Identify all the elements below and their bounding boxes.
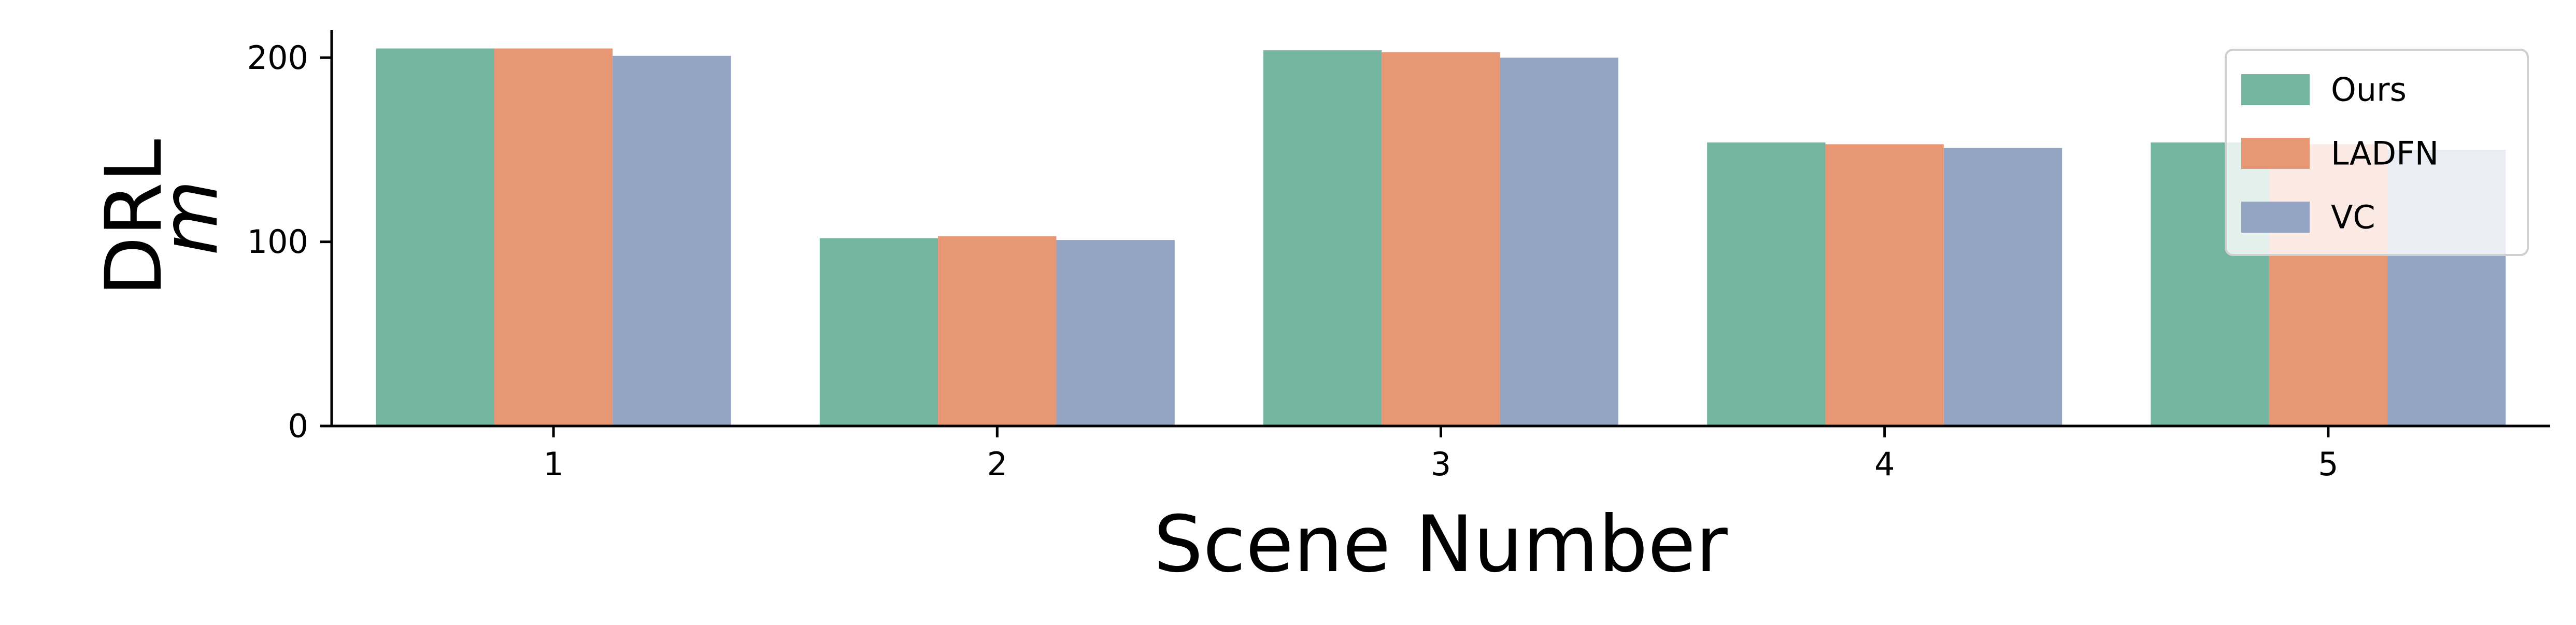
y-tick-label: 0 <box>288 407 308 445</box>
legend-label-ladfn: LADFN <box>2331 135 2439 173</box>
bar-vc-scene-2 <box>1056 240 1175 426</box>
legend-swatch-vc <box>2241 202 2310 233</box>
bar-ladfn-scene-3 <box>1382 52 1500 427</box>
bar-ladfn-scene-2 <box>938 236 1057 426</box>
x-axis-title: Scene Number <box>1154 500 1728 590</box>
bar-vc-scene-3 <box>1500 58 1618 427</box>
bar-vc-scene-1 <box>613 55 731 426</box>
legend-items: Ours LADFN VC <box>2241 71 2439 236</box>
x-tick-label: 4 <box>1874 445 1895 483</box>
legend: Ours LADFN VC <box>2225 49 2529 256</box>
bar-ladfn-scene-1 <box>494 48 613 426</box>
legend-label-ours: Ours <box>2331 71 2407 109</box>
y-tick-label: 100 <box>247 223 308 261</box>
bars-layer <box>376 48 2506 427</box>
y-ticks-layer: 0 100 200 <box>247 39 332 445</box>
x-ticks-layer: 1 2 3 4 5 <box>543 426 2339 483</box>
bar-ours-scene-3 <box>1263 50 1382 426</box>
y-axis-title-line1: DRL <box>89 139 179 296</box>
bar-ours-scene-2 <box>819 238 938 426</box>
bar-ours-scene-4 <box>1707 142 1826 426</box>
x-tick-label: 3 <box>1431 445 1451 483</box>
legend-swatch-ladfn <box>2241 138 2310 169</box>
y-axis-title: DRL m <box>89 139 235 296</box>
x-tick-label: 2 <box>987 445 1007 483</box>
bar-ladfn-scene-4 <box>1825 144 1944 426</box>
x-tick-label: 5 <box>2318 445 2338 483</box>
y-axis-title-line2: m <box>145 180 235 255</box>
x-tick-label: 1 <box>543 445 563 483</box>
y-tick-label: 200 <box>247 39 308 77</box>
legend-label-vc: VC <box>2331 198 2375 236</box>
legend-swatch-ours <box>2241 74 2310 105</box>
bar-vc-scene-4 <box>1943 148 2062 427</box>
bar-ours-scene-1 <box>376 48 494 426</box>
